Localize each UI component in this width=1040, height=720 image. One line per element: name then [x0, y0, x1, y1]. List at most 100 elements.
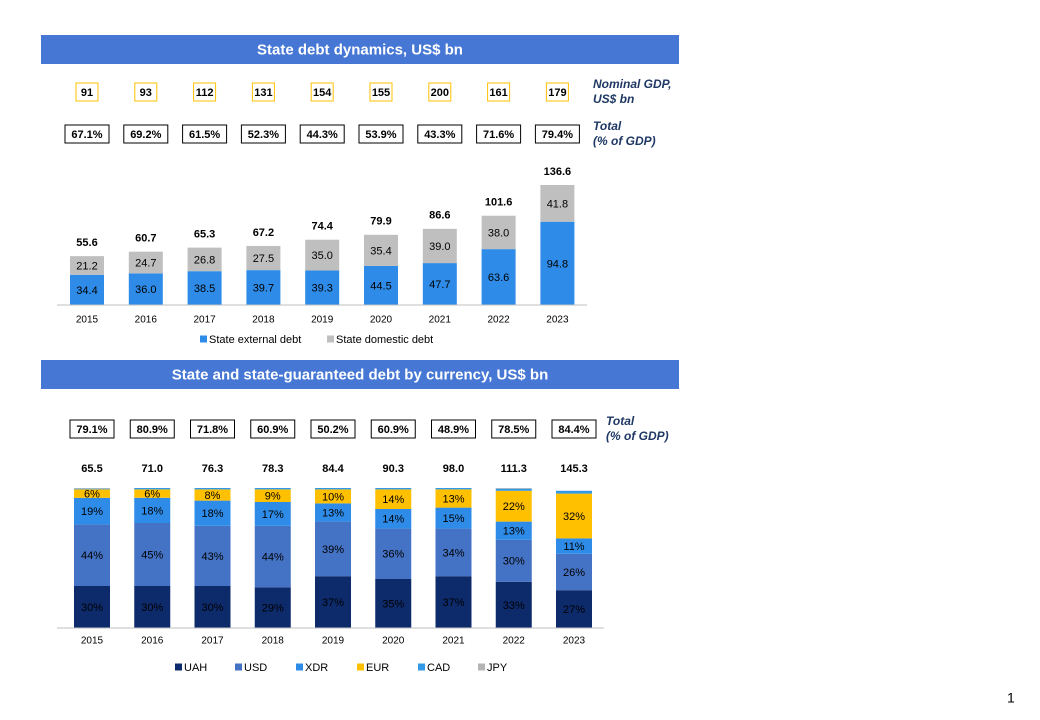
indicator-box: [545, 82, 569, 102]
legend-swatch: [478, 663, 485, 671]
legend-swatch: [235, 663, 242, 671]
bar-segment: [364, 234, 398, 266]
indicator-value: 48.9%: [438, 424, 469, 436]
bar-total-label: 65.3: [194, 229, 215, 241]
row-label: Total: [606, 414, 635, 428]
bar-segment: [134, 523, 171, 586]
indicator-box: [182, 124, 228, 144]
bar-value-label: 26.8: [194, 254, 215, 266]
bar-value-label: 39.7: [253, 282, 274, 294]
indicator-box: [428, 82, 452, 102]
indicator-value: 52.3%: [248, 129, 279, 141]
bar-value-label: 26%: [563, 567, 585, 579]
bar-segment: [315, 488, 351, 490]
indicator-value: 79.1%: [76, 424, 107, 436]
x-tick-label: 2023: [546, 315, 569, 326]
bar-value-label: 39.0: [429, 241, 450, 253]
legend-label: State external debt: [209, 334, 301, 346]
bar-value-label: 14%: [382, 494, 404, 506]
bar-segment: [194, 525, 231, 586]
bar-total-label: 74.4: [311, 221, 333, 233]
x-tick-label: 2019: [311, 315, 334, 326]
bar-segment: [315, 489, 351, 504]
bar-value-label: 36.0: [135, 284, 156, 296]
indicator-box: [190, 419, 235, 439]
indicator-box: [123, 124, 169, 144]
bar-total-label: 136.6: [544, 166, 572, 178]
bar-value-label: 38.5: [194, 283, 215, 295]
indicator-value: 161: [489, 87, 507, 99]
indicator-box: [534, 124, 580, 144]
bar-segment: [481, 249, 516, 305]
bar-value-label: 38.0: [488, 227, 509, 239]
bar-segment: [495, 490, 532, 522]
indicator-box: [487, 82, 511, 102]
indicator-value: 112: [196, 87, 214, 99]
indicator-box: [551, 419, 597, 439]
indicator-value: 43.3%: [424, 129, 455, 141]
indicator-box: [369, 82, 393, 102]
bar-segment: [495, 521, 532, 540]
bar-segment: [254, 488, 291, 490]
bar-segment: [540, 184, 575, 222]
bar-segment: [495, 581, 532, 628]
bar-value-label: 43%: [201, 551, 223, 563]
indicator-box: [417, 124, 463, 144]
bar-segment: [187, 247, 222, 272]
indicator-value: 60.9%: [378, 424, 409, 436]
indicator-box: [476, 124, 522, 144]
bar-segment: [315, 503, 351, 522]
bar-segment: [254, 525, 291, 588]
bar-segment: [134, 497, 171, 523]
bar-segment: [194, 586, 231, 628]
bar-segment: [435, 507, 472, 529]
indicator-value: 131: [254, 87, 272, 99]
bar-value-label: 18%: [141, 505, 163, 517]
bar-segment: [134, 489, 171, 498]
bar-segment: [194, 500, 231, 526]
bar-segment: [134, 586, 171, 628]
row-label: Nominal GDP,: [593, 77, 671, 91]
bar-value-label: 22%: [503, 501, 525, 513]
bar-value-label: 30%: [503, 556, 525, 568]
bar-segment: [305, 270, 340, 305]
x-tick-label: 2020: [382, 636, 405, 647]
bar-value-label: 9%: [265, 491, 281, 503]
bar-segment: [74, 488, 110, 490]
legend-swatch: [357, 663, 364, 671]
legend-label: UAH: [184, 662, 207, 674]
bar-segment: [556, 493, 592, 539]
indicator-box: [310, 419, 356, 439]
indicator-box: [193, 82, 217, 102]
bar-segment: [481, 215, 516, 250]
legend-swatch: [327, 335, 334, 343]
bar-value-label: 35.4: [370, 245, 391, 257]
legend-label: State domestic debt: [336, 334, 433, 346]
bar-total-label: 111.3: [501, 463, 527, 475]
bar-value-label: 47.7: [429, 279, 450, 291]
indicator-box: [75, 82, 99, 102]
x-tick-label: 2022: [503, 636, 526, 647]
bar-segment: [375, 579, 412, 628]
indicator-value: 60.9%: [257, 424, 288, 436]
legend-swatch: [200, 335, 207, 343]
bar-segment: [254, 587, 291, 628]
row-label: Total: [593, 119, 622, 133]
legend-swatch: [418, 663, 425, 671]
bar-value-label: 34%: [442, 547, 464, 559]
indicator-box: [251, 82, 275, 102]
indicator-box: [240, 124, 286, 144]
indicator-value: 67.1%: [71, 129, 102, 141]
bar-segment: [495, 488, 532, 489]
bar-segment: [70, 274, 104, 305]
bar-segment: [495, 488, 532, 491]
bar-value-label: 33%: [503, 600, 525, 612]
bar-value-label: 8%: [205, 490, 221, 502]
x-tick-label: 2019: [322, 636, 345, 647]
bar-value-label: 29%: [262, 603, 284, 615]
indicator-box: [491, 419, 537, 439]
x-tick-label: 2022: [487, 315, 510, 326]
bar-value-label: 15%: [442, 513, 464, 525]
legend-swatch: [296, 663, 303, 671]
bar-value-label: 27%: [563, 604, 585, 616]
